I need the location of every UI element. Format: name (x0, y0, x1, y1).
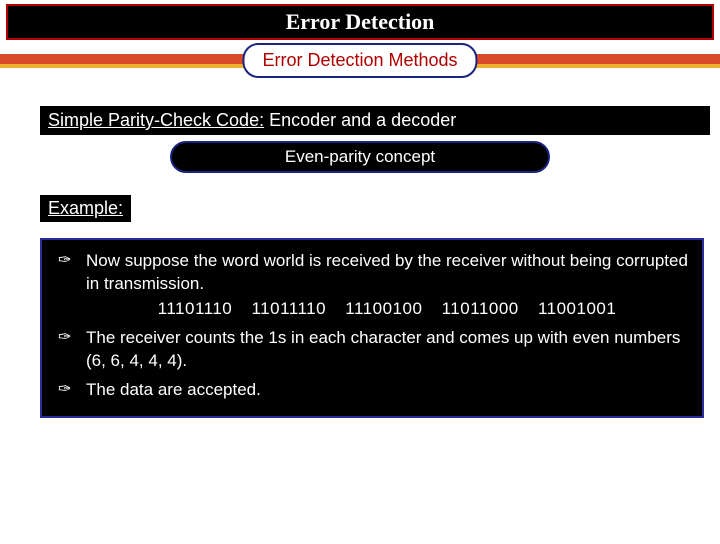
example-label-text: Example: (48, 198, 123, 218)
bullet-text: The data are accepted. (86, 380, 261, 399)
divider-row: Error Detection Methods (0, 50, 720, 88)
concept-box: Even-parity concept (170, 141, 550, 173)
binary-sequence: 11101110 11011110 11100100 11011000 1100… (86, 298, 688, 321)
example-label-box: Example: (40, 195, 131, 222)
section-heading-rest: Encoder and a decoder (264, 110, 456, 130)
list-item: The receiver counts the 1s in each chara… (56, 327, 688, 373)
section-heading-bar: Simple Parity-Check Code: Encoder and a … (40, 106, 710, 135)
page-title: Error Detection (286, 9, 435, 34)
subtitle-box: Error Detection Methods (242, 43, 477, 78)
bullet-text: Now suppose the word world is received b… (86, 251, 688, 293)
subtitle-text: Error Detection Methods (262, 50, 457, 70)
bullet-text: The receiver counts the 1s in each chara… (86, 328, 680, 370)
content-box: Now suppose the word world is received b… (40, 238, 704, 418)
bullet-list: Now suppose the word world is received b… (56, 250, 688, 402)
list-item: Now suppose the word world is received b… (56, 250, 688, 321)
title-bar: Error Detection (6, 4, 714, 40)
list-item: The data are accepted. (56, 379, 688, 402)
section-heading-underlined: Simple Parity-Check Code: (48, 110, 264, 130)
concept-text: Even-parity concept (285, 147, 435, 166)
